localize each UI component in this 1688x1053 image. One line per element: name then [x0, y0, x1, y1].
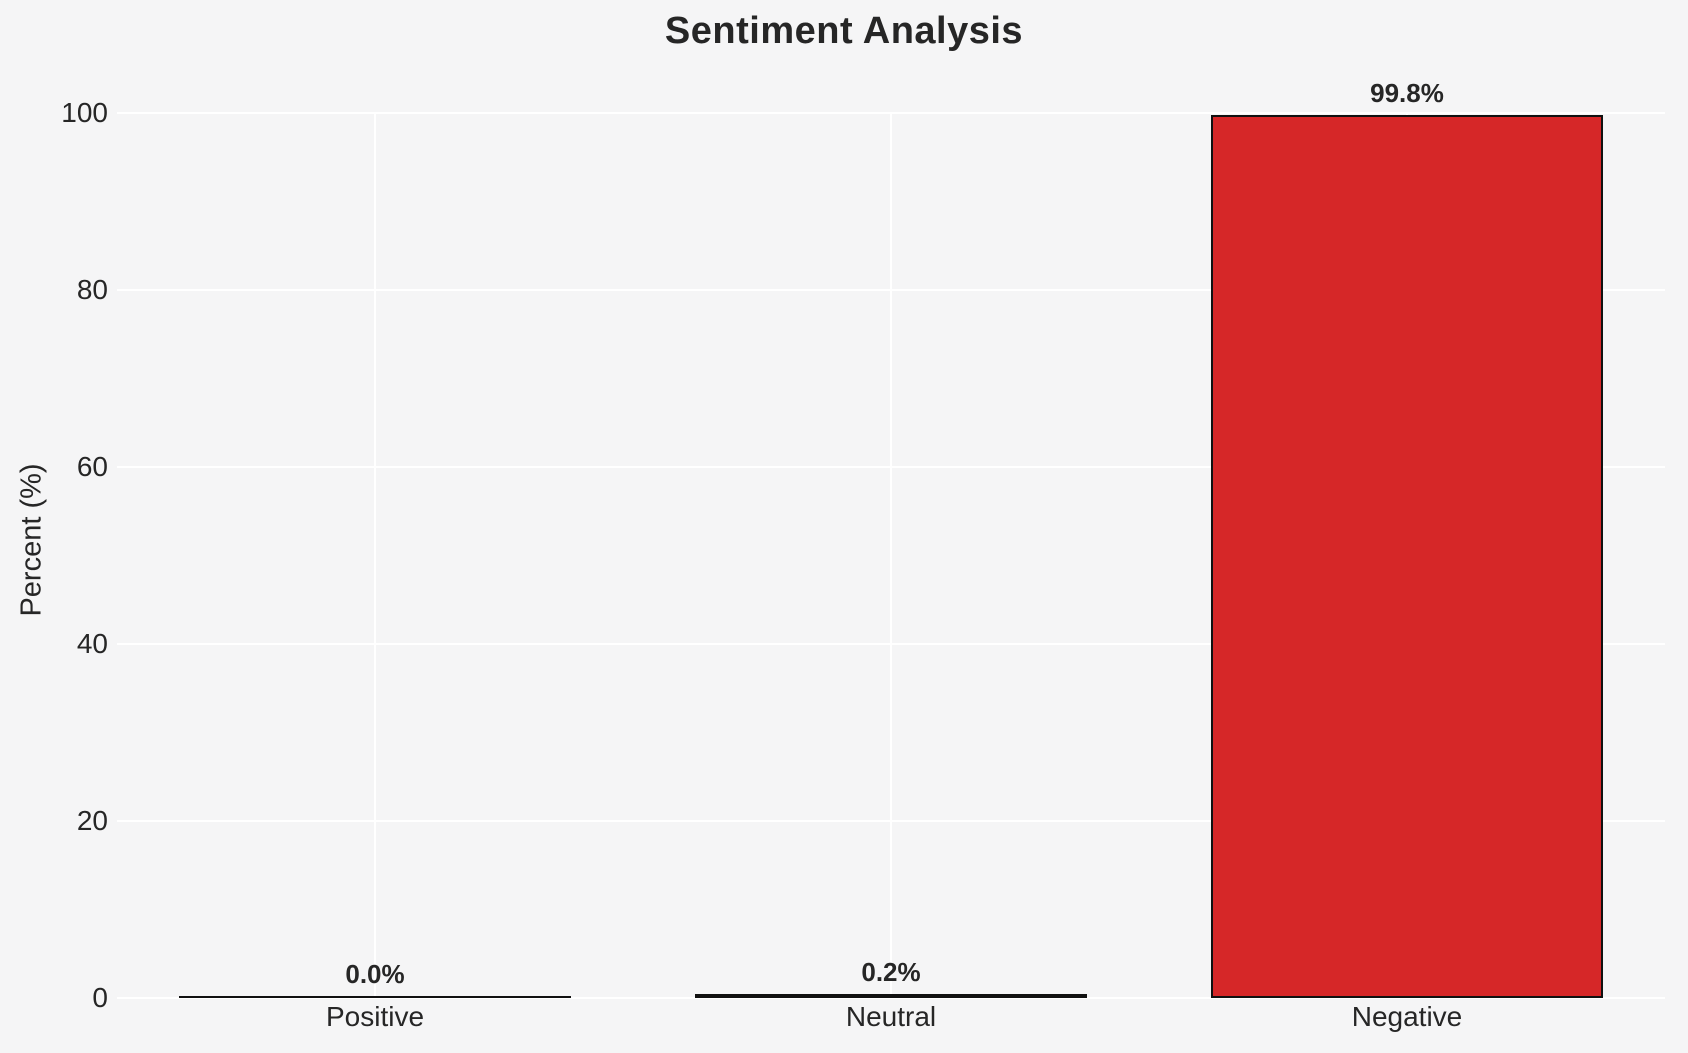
y-tick-label: 60: [76, 451, 108, 482]
y-tick-label: 20: [76, 805, 108, 836]
value-label-negative: 99.8%: [1370, 78, 1444, 108]
plot-area: 0.0% 0.2% 99.8%: [117, 78, 1665, 999]
y-tick-label: 40: [76, 628, 108, 659]
bar-positive: [179, 996, 571, 998]
value-label-positive: 0.0%: [345, 959, 405, 989]
x-tick-label-positive: Positive: [325, 1001, 425, 1032]
y-axis-tick-labels: 0 20 40 60 80 100: [0, 0, 108, 1053]
bar-neutral: [695, 994, 1087, 998]
x-tick-label-neutral: Neutral: [845, 1001, 937, 1032]
y-tick-label: 100: [61, 97, 108, 128]
x-tick-label-negative: Negative: [1351, 1001, 1463, 1032]
y-tick-label: 80: [76, 274, 108, 305]
vertical-gridline: [890, 113, 892, 998]
x-axis-tick-labels: Positive Neutral Negative: [0, 997, 1688, 1041]
bar-negative: [1211, 115, 1603, 998]
vertical-gridline: [374, 113, 376, 998]
y-tick-label: 0: [92, 982, 108, 1013]
chart-title: Sentiment Analysis: [664, 10, 1024, 52]
horizontal-gridline: [117, 997, 1665, 999]
value-label-neutral: 0.2%: [861, 957, 921, 987]
